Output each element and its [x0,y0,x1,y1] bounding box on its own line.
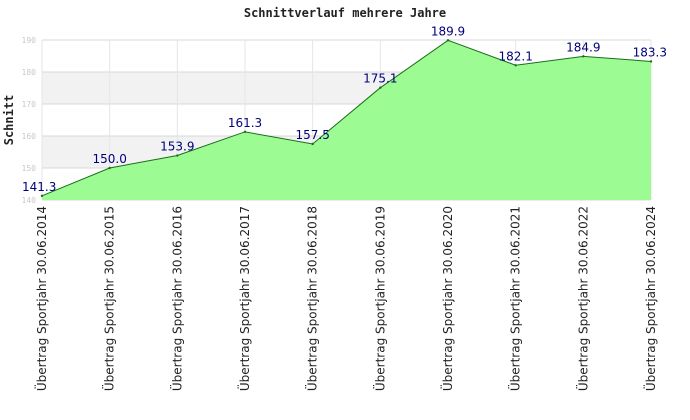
data-point-7 [514,64,517,67]
data-label-7: 182.1 [498,49,532,63]
y-tick-label-5: 190 [22,36,37,45]
y-tick-label-4: 180 [22,68,37,77]
y-tick-label-3: 170 [22,100,37,109]
y-tick-labels: 140 150 160 170 180 190 [22,36,37,205]
chart-title: Schnittverlauf mehrere Jahre [244,6,446,20]
series-line [41,39,652,197]
series-area [42,40,651,200]
data-label-5: 175.1 [363,72,397,86]
data-point-0 [40,194,44,198]
x-tick-label-2: Übertrag Sportjahr 30.06.2016 [168,206,184,391]
x-tick-label-1: Übertrag Sportjahr 30.06.2015 [101,206,117,391]
x-tick-label-0: Übertrag Sportjahr 30.06.2014 [33,206,49,391]
x-tick-label-5: Übertrag Sportjahr 30.06.2019 [371,206,387,391]
data-label-4: 157.5 [295,128,329,142]
data-label-9: 183.3 [633,45,667,59]
data-label-3: 161.3 [228,116,262,130]
data-label-1: 150.0 [92,152,126,166]
data-point-1 [108,166,111,170]
data-label-8: 184.9 [566,40,600,54]
x-tick-labels: Übertrag Sportjahr 30.06.2014 Übertrag Sp… [33,206,658,391]
data-label-2: 153.9 [160,140,194,154]
data-point-8 [582,55,585,58]
data-point-5 [379,86,382,89]
data-point-3 [243,130,247,134]
data-point-9 [649,60,653,63]
y-tick-label-1: 150 [22,164,37,173]
data-label-6: 189.9 [431,24,465,38]
x-tick-label-9: Übertrag Sportjahr 30.06.2024 [642,206,658,391]
x-tick-label-7: Übertrag Sportjahr 30.06.2021 [507,206,523,391]
y-axis-label: Schnitt [2,95,16,146]
y-tick-label-2: 160 [22,132,37,141]
data-point-4 [311,142,314,146]
data-label-0: 141.3 [22,180,56,194]
data-labels: 141.3 150.0 153.9 161.3 157.5 175.1 189.9 182.1… [22,24,667,194]
data-point-6 [446,39,450,42]
data-points [40,39,653,198]
x-tick-label-6: Übertrag Sportjahr 30.06.2020 [439,206,455,391]
y-tick-label-0: 140 [22,196,37,205]
data-point-2 [176,154,179,157]
x-tick-label-4: Übertrag Sportjahr 30.06.2018 [304,206,320,391]
x-tick-label-3: Übertrag Sportjahr 30.06.2017 [236,206,252,391]
x-tick-label-8: Übertrag Sportjahr 30.06.2022 [574,206,590,391]
